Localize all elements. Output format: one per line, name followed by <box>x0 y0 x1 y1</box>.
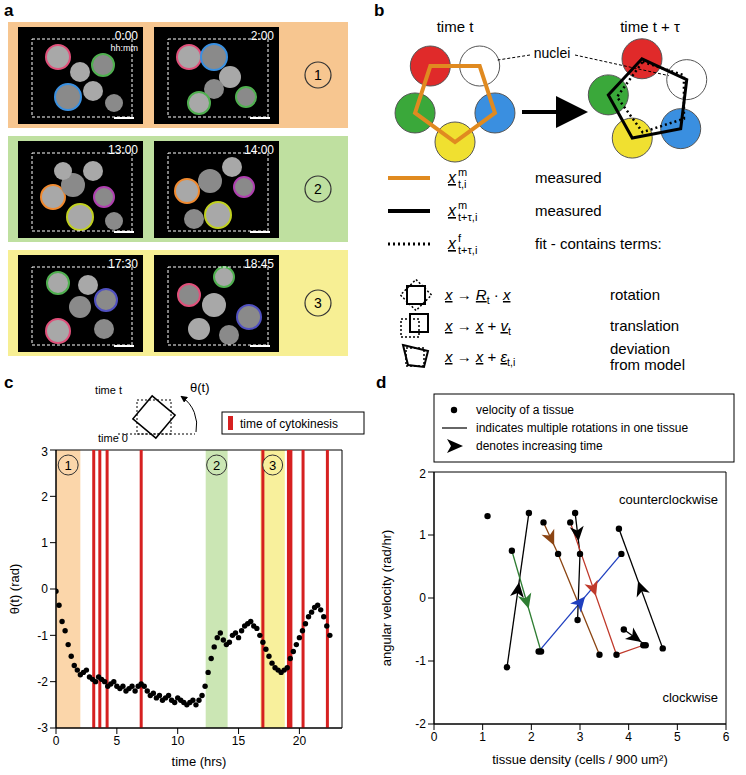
svg-text:time of cytokinesis: time of cytokinesis <box>240 417 338 431</box>
svg-text:m: m <box>458 199 467 211</box>
svg-text:b: b <box>374 1 384 20</box>
svg-text:x → Rt · x: x → Rt · x <box>444 286 511 306</box>
svg-text:nuclei: nuclei <box>534 45 571 61</box>
svg-text:-3: -3 <box>37 721 48 735</box>
svg-text:time t + τ: time t + τ <box>620 18 680 35</box>
svg-text:x: x <box>447 202 457 219</box>
svg-text:2: 2 <box>314 181 322 197</box>
svg-text:15: 15 <box>232 734 246 748</box>
svg-text:2:00: 2:00 <box>251 29 275 43</box>
svg-text:-1: -1 <box>37 629 48 643</box>
svg-text:c: c <box>4 373 13 392</box>
svg-text:1: 1 <box>419 528 426 542</box>
svg-text:m: m <box>458 166 467 178</box>
svg-text:4: 4 <box>625 730 632 744</box>
svg-text:indicates multiple rotations i: indicates multiple rotations in one tiss… <box>476 421 688 435</box>
svg-text:time 0: time 0 <box>98 432 128 444</box>
svg-text:2: 2 <box>528 730 535 744</box>
svg-text:rotation: rotation <box>610 286 660 303</box>
svg-text:0:00: 0:00 <box>115 29 139 43</box>
svg-text:d: d <box>376 373 386 392</box>
svg-text:x: x <box>447 235 457 252</box>
svg-text:-1: -1 <box>415 654 426 668</box>
svg-text:1: 1 <box>41 536 48 550</box>
svg-text:2: 2 <box>41 490 48 504</box>
svg-text:5: 5 <box>114 734 121 748</box>
svg-text:hh:mm: hh:mm <box>110 43 138 53</box>
svg-text:3: 3 <box>577 730 584 744</box>
svg-text:time t: time t <box>95 384 122 396</box>
svg-text:2: 2 <box>419 467 426 481</box>
svg-text:denotes increasing time: denotes increasing time <box>476 439 603 453</box>
svg-text:13:00: 13:00 <box>108 143 138 157</box>
svg-text:1: 1 <box>479 730 486 744</box>
svg-text:3: 3 <box>314 295 322 311</box>
svg-text:fit - contains terms:: fit - contains terms: <box>535 235 662 252</box>
svg-text:from model: from model <box>610 356 685 372</box>
svg-text:θ(t): θ(t) <box>190 380 210 395</box>
svg-text:6: 6 <box>723 730 730 744</box>
svg-text:18:45: 18:45 <box>244 257 274 271</box>
svg-text:0: 0 <box>431 730 438 744</box>
svg-text:17:30: 17:30 <box>108 257 138 271</box>
svg-text:tissue density (cells / 900 um: tissue density (cells / 900 um²) <box>492 752 668 767</box>
svg-text:velocity of a tissue: velocity of a tissue <box>476 403 574 417</box>
svg-text:-2: -2 <box>415 717 426 731</box>
svg-text:x: x <box>447 169 457 186</box>
svg-text:counterclockwise: counterclockwise <box>619 492 718 507</box>
svg-text:θ(t) (rad): θ(t) (rad) <box>7 564 22 615</box>
svg-text:measured: measured <box>535 202 602 219</box>
svg-text:0: 0 <box>41 582 48 596</box>
svg-text:deviation: deviation <box>610 340 670 357</box>
svg-text:0: 0 <box>53 734 60 748</box>
svg-text:20: 20 <box>293 734 307 748</box>
svg-text:measured: measured <box>535 169 602 186</box>
svg-text:3: 3 <box>41 445 48 459</box>
svg-text:10: 10 <box>171 734 185 748</box>
svg-text:time t: time t <box>437 18 475 35</box>
svg-text:x → x + εt,i: x → x + εt,i <box>444 348 515 368</box>
svg-text:t+τ,i: t+τ,i <box>458 211 477 223</box>
svg-text:1: 1 <box>65 458 72 473</box>
svg-text:translation: translation <box>610 317 679 334</box>
svg-text:-2: -2 <box>37 675 48 689</box>
svg-text:3: 3 <box>269 458 276 473</box>
svg-text:14:00: 14:00 <box>244 143 274 157</box>
svg-text:time (hrs): time (hrs) <box>172 754 227 769</box>
svg-text:f: f <box>458 232 462 244</box>
svg-text:2: 2 <box>213 458 220 473</box>
svg-text:a: a <box>4 1 14 20</box>
svg-text:x → x + vt: x → x + vt <box>444 317 511 337</box>
svg-text:angular velocity (rad/hr): angular velocity (rad/hr) <box>379 530 394 667</box>
svg-text:t,i: t,i <box>458 178 467 190</box>
svg-text:1: 1 <box>314 67 322 83</box>
svg-text:t+τ,i: t+τ,i <box>458 244 477 256</box>
svg-text:5: 5 <box>674 730 681 744</box>
svg-text:0: 0 <box>419 591 426 605</box>
svg-text:clockwise: clockwise <box>662 690 718 705</box>
